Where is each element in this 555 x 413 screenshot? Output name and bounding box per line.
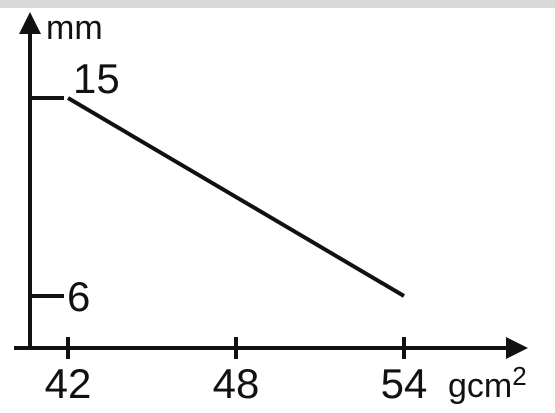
- series-layer: [66, 96, 406, 298]
- x-axis-label: gcm2: [448, 361, 527, 405]
- y-tick-label: 15: [73, 55, 120, 102]
- axes: mm gcm2: [14, 9, 528, 405]
- x-axis-arrowhead: [506, 337, 528, 359]
- x-tick-label: 42: [45, 360, 92, 407]
- x-tick-label: 48: [213, 360, 260, 407]
- x-tick-label: 54: [381, 360, 428, 407]
- y-axis-arrowhead: [19, 12, 41, 34]
- top-strip: [0, 0, 555, 8]
- y-axis-label: mm: [46, 9, 103, 47]
- ticks: 42 48 54 6 15: [30, 55, 427, 407]
- y-tick-label: 6: [67, 273, 90, 320]
- x-axis-label-text: gcm: [448, 367, 512, 405]
- x-axis-label-superscript: 2: [512, 361, 526, 391]
- data-series-line: [66, 96, 406, 298]
